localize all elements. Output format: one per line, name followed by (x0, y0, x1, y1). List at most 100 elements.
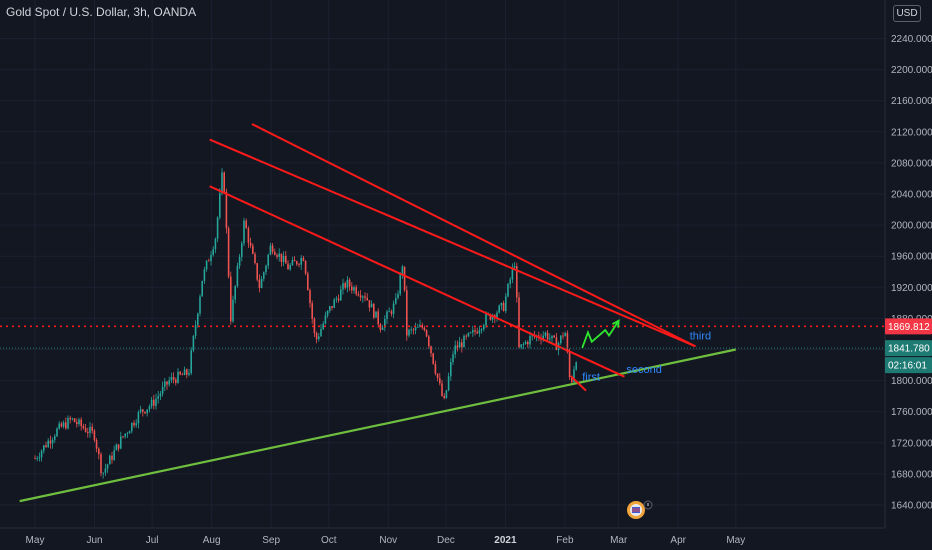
candle-body (199, 296, 201, 314)
candle-body (384, 319, 386, 328)
currency-selector[interactable]: USD (893, 5, 921, 22)
time-tick-label: Mar (610, 535, 628, 546)
symbol-title[interactable]: Gold Spot / U.S. Dollar, 3h, OANDA (6, 5, 197, 19)
candle-body (223, 172, 225, 192)
candle-body (412, 329, 415, 331)
candle-body (98, 448, 100, 455)
candle-body (128, 431, 131, 434)
candle-body (170, 377, 173, 381)
candle-body (137, 412, 140, 424)
candle-body (428, 336, 430, 347)
candle-body (311, 303, 313, 319)
candle-body (555, 337, 558, 351)
candle-body (47, 440, 49, 448)
candle-body (161, 386, 164, 394)
time-axis[interactable]: May Jun Jul Aug Sep Oct Nov Dec 2021 Feb Mar Apr May (26, 535, 746, 546)
candle-body (430, 346, 432, 354)
candle-body (417, 326, 419, 328)
candle-body (331, 306, 333, 308)
candle-body (113, 450, 115, 460)
last-price-tag: 1841.780 (888, 344, 930, 355)
candle-body (205, 260, 208, 270)
candle-body (483, 325, 485, 330)
candle-body (502, 302, 505, 311)
candle-body (34, 458, 36, 460)
candle-body (410, 329, 412, 331)
time-tick-label: Jul (146, 535, 159, 546)
candle-body (326, 310, 329, 316)
events-badge-icon[interactable] (626, 500, 654, 520)
candle-body (461, 342, 463, 348)
candle-body (304, 260, 307, 274)
candle-body (513, 266, 516, 268)
candle-body (445, 390, 448, 399)
candle-body (192, 335, 195, 351)
candle-body (373, 303, 375, 318)
candle-body (142, 409, 144, 412)
candle-body (390, 311, 393, 314)
candle-body (313, 318, 316, 334)
candle-body (148, 406, 151, 410)
candle-body (111, 455, 113, 460)
candle-body (146, 409, 148, 414)
candle-body (291, 259, 294, 266)
time-tick-label: Jun (86, 535, 102, 546)
candle-body (322, 323, 324, 330)
candle-body (549, 338, 551, 340)
candle-body (401, 266, 404, 274)
candle-body (133, 422, 135, 426)
candle-body (485, 314, 487, 326)
price-tick-label: 1680.000 (891, 469, 932, 480)
candle-body (179, 371, 181, 375)
price-tick-label: 2040.000 (891, 190, 932, 201)
candle-body (58, 423, 60, 429)
candle-body (274, 251, 276, 255)
candle-body (425, 330, 428, 337)
candle-body (247, 228, 250, 243)
candle-body (265, 265, 267, 273)
candle-body (82, 426, 85, 429)
candle-body (335, 298, 338, 300)
candle-body (249, 242, 252, 246)
candle-body (553, 335, 555, 338)
candle-body (395, 297, 397, 304)
candle-body (364, 296, 366, 298)
candle-body (104, 468, 107, 473)
candle-body (203, 269, 206, 281)
candle-body (219, 193, 221, 218)
price-tick-label: 1760.000 (891, 407, 932, 418)
candle-body (436, 373, 439, 379)
candle-body (408, 329, 410, 336)
candle-body (498, 305, 500, 313)
candle-body (560, 335, 562, 344)
candle-body (51, 439, 54, 444)
candle-body (307, 273, 309, 291)
candle-body (406, 290, 408, 336)
candle-body (399, 273, 401, 294)
candle-body (256, 263, 258, 280)
candle-body (359, 295, 362, 298)
candle-countdown-tag-bg (885, 357, 932, 374)
candle-body (340, 289, 342, 301)
candle-body (318, 336, 320, 340)
trend-lines (0, 123, 885, 503)
candle-body (298, 264, 300, 266)
candle-body (126, 433, 129, 435)
candle-body (518, 297, 520, 348)
price-tick-label: 2120.000 (891, 127, 932, 138)
candle-body (236, 265, 239, 286)
time-tick-label: Apr (670, 535, 686, 546)
candle-body (344, 283, 346, 288)
candle-body (434, 363, 437, 374)
candle-body (443, 395, 445, 399)
candle-body (302, 257, 305, 261)
candle-body (362, 296, 364, 298)
candle-body (544, 332, 547, 336)
candle-body (157, 396, 159, 399)
time-tick-label: Feb (556, 535, 574, 546)
candle-body (370, 303, 373, 308)
candle-body (54, 436, 56, 440)
candle-body (355, 287, 357, 295)
